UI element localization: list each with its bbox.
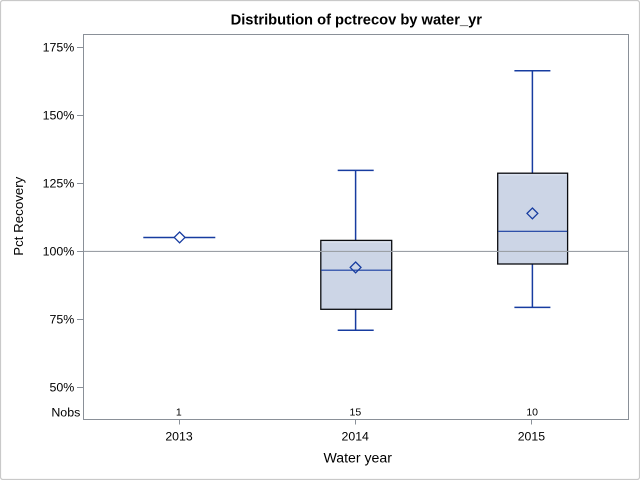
svg-text:100%: 100% (43, 245, 75, 259)
svg-text:150%: 150% (43, 109, 75, 123)
svg-text:15: 15 (350, 407, 362, 419)
svg-text:Distribution of pctrecov by wa: Distribution of pctrecov by water_yr (231, 12, 483, 28)
svg-text:10: 10 (526, 407, 538, 419)
svg-text:2015: 2015 (518, 430, 546, 444)
svg-text:2013: 2013 (165, 430, 193, 444)
svg-text:Nobs: Nobs (51, 405, 80, 419)
svg-text:175%: 175% (43, 41, 75, 55)
svg-text:75%: 75% (49, 313, 74, 327)
svg-text:Water year: Water year (323, 450, 392, 466)
svg-text:Pct Recovery: Pct Recovery (11, 176, 26, 255)
svg-text:50%: 50% (49, 381, 74, 395)
svg-text:2014: 2014 (342, 430, 370, 444)
svg-text:125%: 125% (43, 177, 75, 191)
svg-text:1: 1 (176, 407, 182, 419)
